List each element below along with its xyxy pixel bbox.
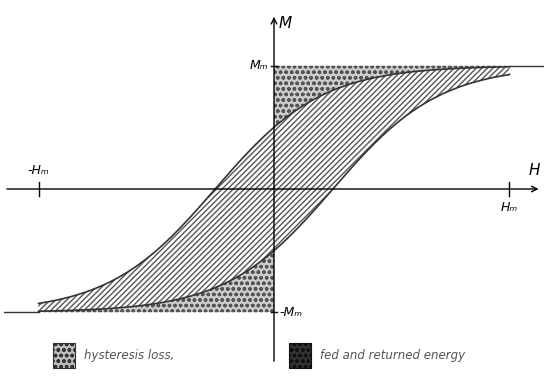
FancyBboxPatch shape — [289, 343, 311, 368]
Text: H: H — [528, 163, 540, 178]
Text: M: M — [279, 17, 292, 31]
Text: Hₘ: Hₘ — [501, 201, 518, 214]
Text: -Hₘ: -Hₘ — [28, 164, 49, 177]
Text: hysteresis loss,: hysteresis loss, — [84, 349, 174, 362]
Text: -Mₘ: -Mₘ — [280, 306, 303, 319]
Text: Mₘ: Mₘ — [249, 59, 268, 72]
FancyBboxPatch shape — [53, 343, 75, 368]
Text: fed and returned energy: fed and returned energy — [319, 349, 465, 362]
